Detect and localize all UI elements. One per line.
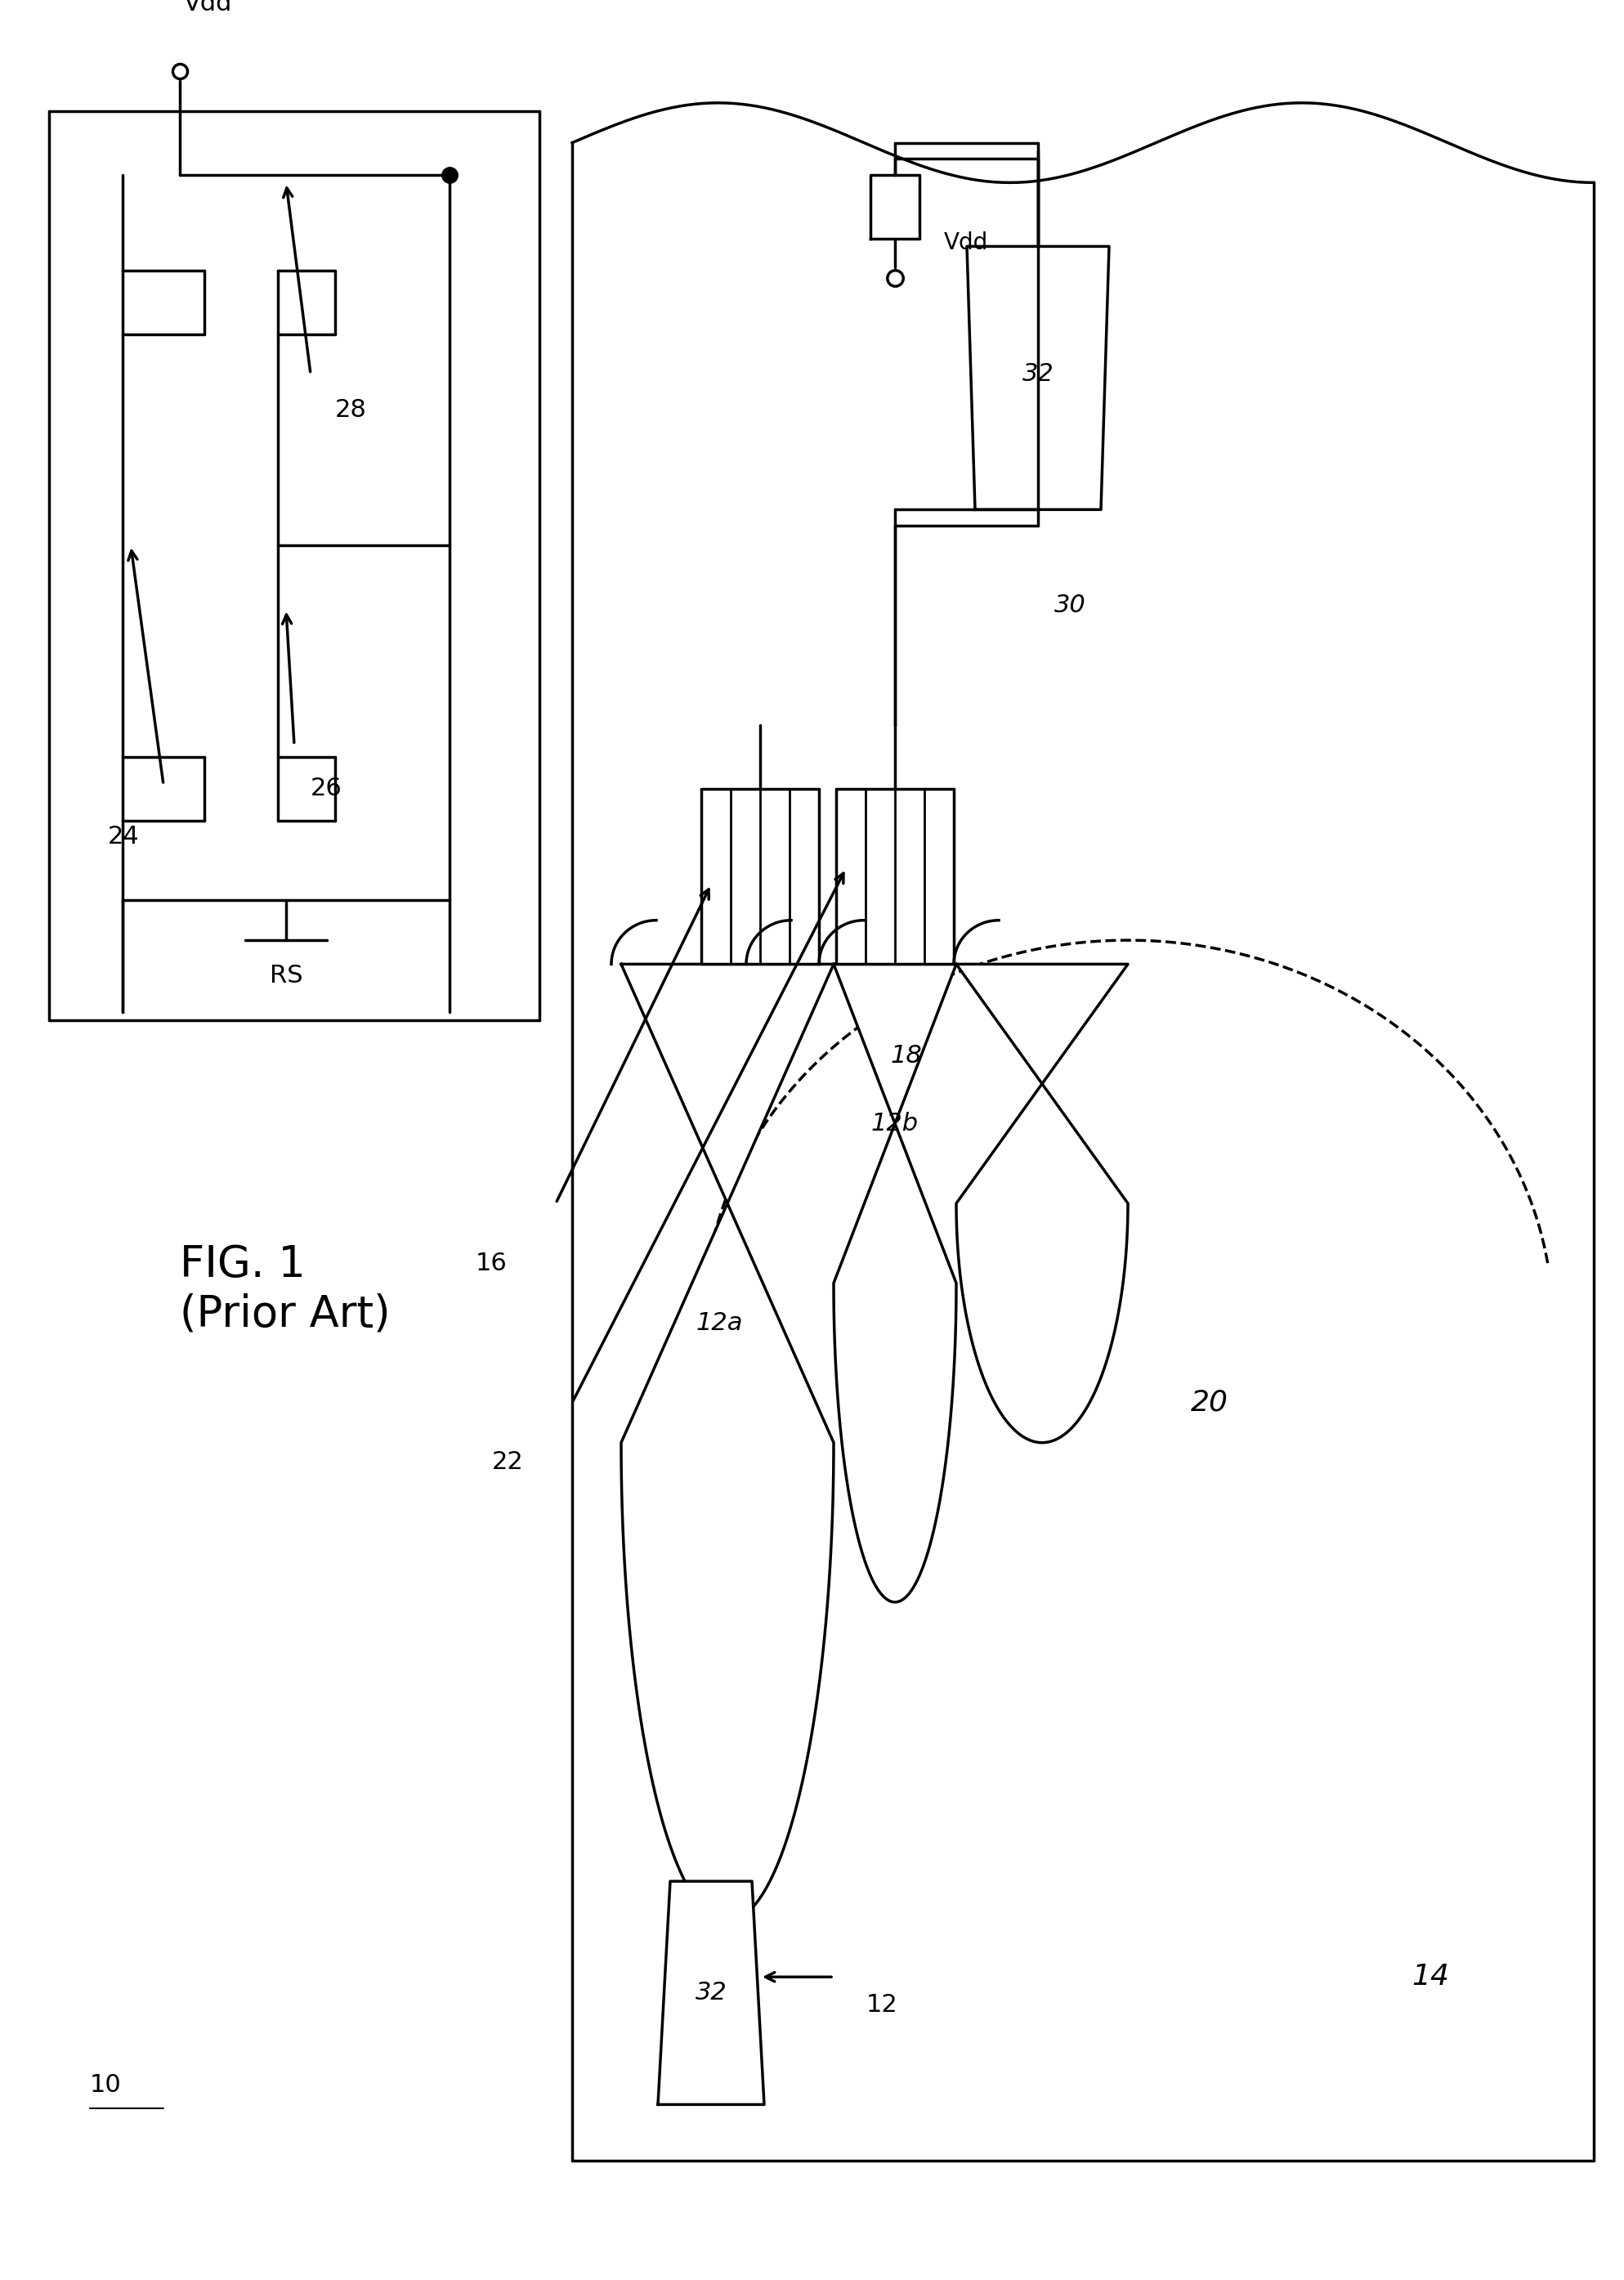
Text: 10: 10 bbox=[89, 2073, 122, 2098]
Polygon shape bbox=[702, 789, 818, 964]
Polygon shape bbox=[870, 176, 919, 239]
Text: 30: 30 bbox=[1054, 593, 1086, 618]
Text: FIG. 1
(Prior Art): FIG. 1 (Prior Art) bbox=[180, 1243, 390, 1336]
Polygon shape bbox=[966, 246, 1109, 511]
Text: 14: 14 bbox=[1411, 1963, 1449, 1990]
Text: 22: 22 bbox=[492, 1450, 523, 1475]
Text: 16: 16 bbox=[476, 1252, 507, 1275]
Text: 32: 32 bbox=[695, 1981, 728, 2004]
Text: 12b: 12b bbox=[870, 1113, 919, 1135]
Text: Vdd: Vdd bbox=[944, 233, 989, 255]
Polygon shape bbox=[658, 1881, 765, 2104]
Polygon shape bbox=[833, 964, 957, 1603]
Text: 20: 20 bbox=[1190, 1389, 1228, 1416]
Text: RS: RS bbox=[270, 964, 302, 987]
Text: 24: 24 bbox=[107, 825, 140, 848]
Polygon shape bbox=[620, 964, 833, 1922]
Text: 28: 28 bbox=[335, 399, 367, 422]
Text: 12: 12 bbox=[866, 1993, 898, 2016]
Polygon shape bbox=[572, 0, 1593, 2161]
Polygon shape bbox=[957, 964, 1129, 1443]
Polygon shape bbox=[836, 789, 953, 964]
Text: Vdd: Vdd bbox=[184, 0, 232, 16]
Text: 26: 26 bbox=[310, 777, 343, 800]
Text: 32: 32 bbox=[1021, 363, 1054, 385]
Text: 18: 18 bbox=[892, 1044, 922, 1067]
Text: 12a: 12a bbox=[695, 1311, 742, 1334]
